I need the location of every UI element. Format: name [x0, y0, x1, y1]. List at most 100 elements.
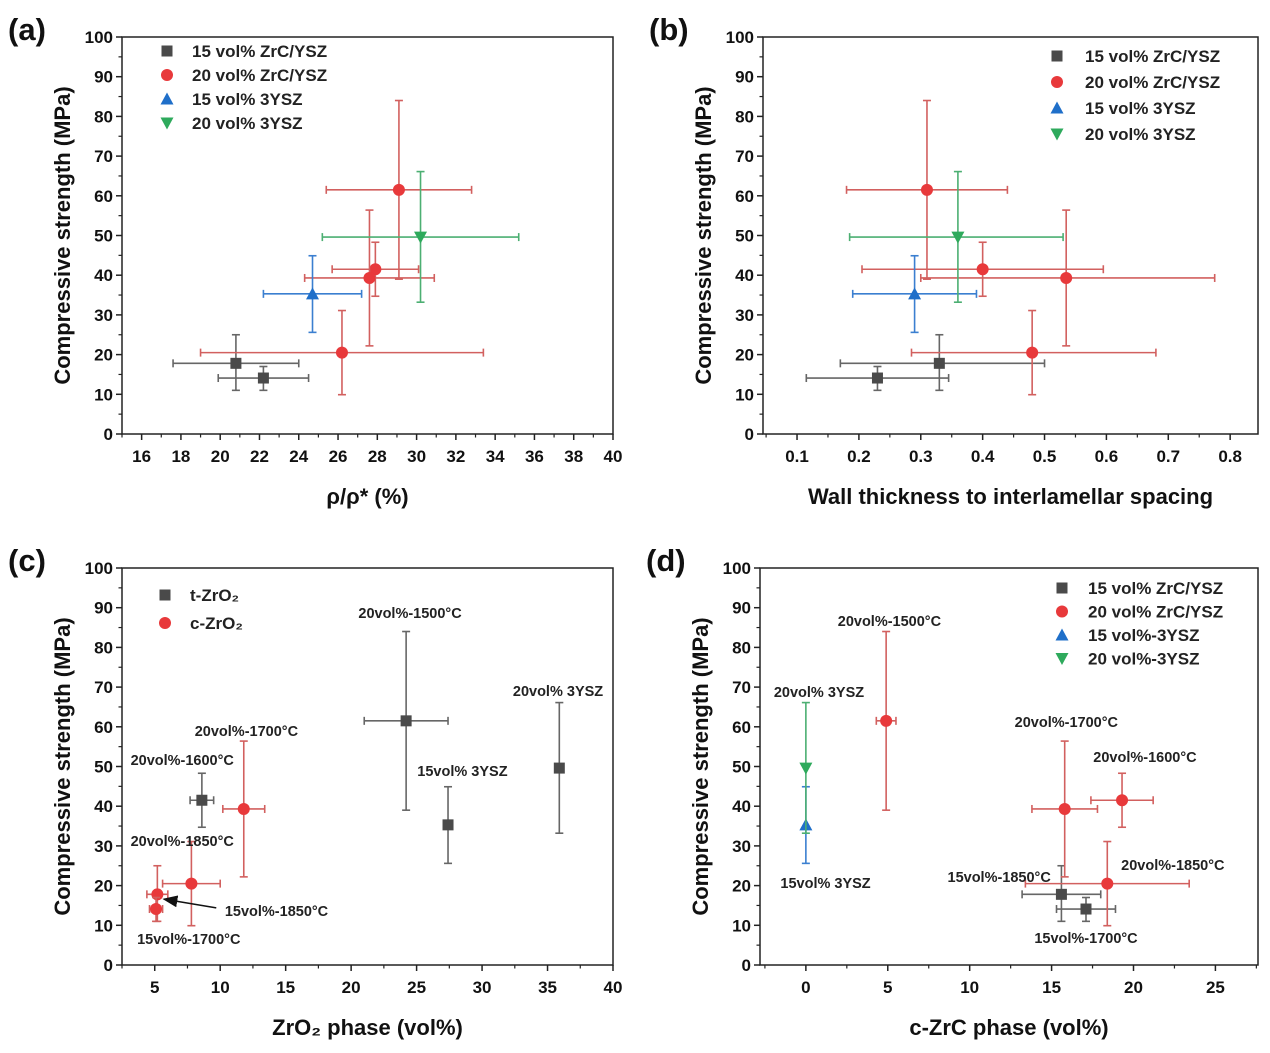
legend-label: 15 vol% 3YSZ — [1085, 99, 1196, 118]
series-15-vol-3ysz — [851, 254, 978, 334]
data-point — [363, 271, 376, 284]
y-tick-label: 80 — [94, 107, 113, 126]
legend-marker — [1056, 605, 1068, 618]
y-tick-label: 20 — [94, 877, 113, 896]
x-tick-label: 36 — [525, 447, 544, 466]
x-tick-label: 0.8 — [1218, 447, 1242, 466]
legend-label: 15 vol% ZrC/YSZ — [192, 42, 327, 61]
y-tick-label: 100 — [726, 28, 754, 47]
x-tick-label: 0.2 — [847, 447, 871, 466]
y-tick-label: 30 — [94, 837, 113, 856]
annotation-label: 20vol%-1850°C — [1121, 858, 1225, 874]
x-tick-label: 28 — [368, 447, 387, 466]
series-15-vol-zrc-ysz — [805, 333, 1046, 392]
annotation-label: 15vol%-1850°C — [225, 904, 329, 920]
x-tick-label: 25 — [407, 978, 426, 997]
legend-marker — [1051, 76, 1063, 88]
series-20-vol-zrc-ysz — [199, 99, 485, 396]
annotation-label: 20vol%-1700°C — [1015, 715, 1119, 731]
panel-label: (d) — [646, 543, 686, 578]
data-point — [908, 287, 922, 300]
x-tick-label: 10 — [960, 978, 979, 997]
annotation-label: 15vol%-1700°C — [1034, 931, 1138, 947]
data-point — [442, 819, 454, 831]
x-tick-label: 20 — [211, 447, 230, 466]
legend-label: 20 vol% 3YSZ — [192, 114, 303, 133]
y-tick-label: 100 — [85, 28, 113, 47]
data-point — [237, 802, 250, 815]
x-tick-label: 30 — [473, 978, 492, 997]
y-tick-label: 50 — [94, 758, 113, 777]
x-tick-label: 0.5 — [1033, 447, 1057, 466]
y-axis-label: Compressive strength (MPa) — [691, 86, 716, 384]
legend-marker — [161, 45, 173, 57]
legend-marker — [1050, 101, 1064, 114]
legend-marker — [1051, 50, 1063, 62]
x-tick-label: 20 — [1124, 978, 1143, 997]
y-tick-label: 10 — [732, 916, 751, 935]
legend-label: 20 vol% 3YSZ — [1085, 125, 1196, 144]
legend-label: 15 vol% 3YSZ — [192, 90, 303, 109]
y-tick-label: 10 — [94, 385, 113, 404]
x-tick-label: 5 — [150, 978, 159, 997]
y-tick-label: 0 — [104, 425, 113, 444]
data-point — [920, 183, 933, 196]
x-tick-label: 40 — [604, 978, 623, 997]
y-tick-label: 0 — [742, 956, 751, 975]
y-tick-label: 40 — [732, 797, 751, 816]
x-tick-label: 38 — [564, 447, 583, 466]
legend-label: 20 vol%-3YSZ — [1088, 650, 1200, 669]
y-tick-label: 60 — [94, 718, 113, 737]
data-point — [976, 263, 989, 276]
series-20-vol-3ysz — [799, 701, 813, 834]
data-point — [257, 372, 269, 384]
x-tick-label: 15 — [1042, 978, 1061, 997]
x-tick-label: 0.4 — [971, 447, 995, 466]
y-axis-label: Compressive strength (MPa) — [50, 86, 75, 384]
x-tick-label: 32 — [446, 447, 465, 466]
x-tick-label: 16 — [132, 447, 151, 466]
x-tick-label: 22 — [250, 447, 269, 466]
data-point — [150, 903, 163, 916]
x-axis-label: c-ZrC phase (vol%) — [909, 1015, 1108, 1040]
x-tick-label: 25 — [1206, 978, 1225, 997]
annotation-label: 20vol%-1600°C — [131, 753, 235, 769]
data-point — [871, 372, 883, 384]
y-tick-label: 30 — [735, 306, 754, 325]
x-axis-label: ρ/ρ* (%) — [326, 484, 408, 509]
legend-label: 20 vol% ZrC/YSZ — [1088, 603, 1223, 622]
x-tick-label: 26 — [329, 447, 348, 466]
plot-frame — [762, 36, 1259, 435]
y-tick-label: 50 — [94, 227, 113, 246]
y-tick-label: 10 — [94, 916, 113, 935]
legend-marker — [1055, 653, 1069, 665]
annotation-label: 20vol% 3YSZ — [513, 684, 603, 700]
x-tick-label: 15 — [276, 978, 295, 997]
y-axis-label: Compressive strength (MPa) — [50, 617, 75, 915]
y-tick-label: 40 — [735, 266, 754, 285]
legend-marker — [160, 92, 174, 105]
annotation-label: 15vol%-1850°C — [948, 870, 1052, 886]
data-point — [933, 357, 945, 369]
data-point — [335, 346, 348, 359]
y-tick-label: 30 — [94, 306, 113, 325]
x-tick-label: 0.1 — [785, 447, 809, 466]
x-axis-label: ZrO₂ phase (vol%) — [272, 1015, 463, 1040]
data-point — [1026, 346, 1039, 359]
x-tick-label: 34 — [486, 447, 505, 466]
annotation-label: 20vol% 3YSZ — [774, 685, 864, 701]
data-point — [392, 183, 405, 196]
panel-d: (d) 0 10 20 30 40 50 60 70 80 90 100 0 5 10 15 20 25 c-ZrC… — [646, 543, 1259, 1040]
annotation-label: 20vol%-1500°C — [358, 606, 462, 622]
y-tick-label: 0 — [104, 956, 113, 975]
x-tick-label: 30 — [407, 447, 426, 466]
panel-label: (a) — [8, 12, 46, 47]
annotation-arrow — [162, 895, 217, 909]
series-20-vol-3ysz — [848, 170, 1064, 303]
annotation-label: 15vol% 3YSZ — [780, 876, 870, 892]
legend-marker — [161, 69, 173, 81]
legend-marker — [159, 617, 171, 629]
annotation-label: 20vol%-1500°C — [838, 614, 942, 630]
legend-label: 15 vol%-3YSZ — [1088, 626, 1200, 645]
x-tick-label: 24 — [289, 447, 308, 466]
